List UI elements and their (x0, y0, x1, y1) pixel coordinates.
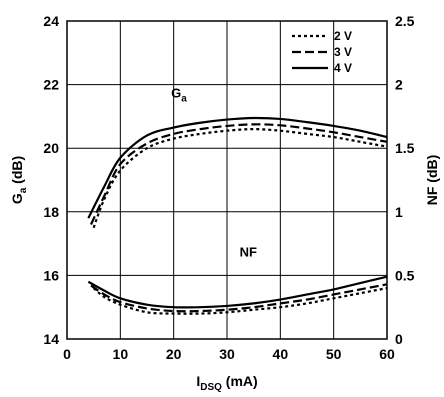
x-axis-label-unit: (mA) (222, 373, 258, 389)
series-line-nf-3v (90, 283, 388, 313)
x-axis-label-main: I (196, 373, 200, 389)
y-left-tick-label: 24 (43, 13, 59, 29)
y-left-tick-label: 16 (43, 267, 59, 283)
x-tick-label: 30 (219, 346, 235, 362)
y-right-tick-label: 0 (395, 331, 403, 347)
x-tick-label: 0 (63, 346, 71, 362)
y-right-tick-label: 1.5 (395, 140, 415, 156)
series-line-ga-2v (92, 128, 388, 229)
series-lines (87, 116, 388, 315)
series-line-ga-4v (87, 116, 388, 219)
x-tick-label: 40 (273, 346, 289, 362)
y-left-axis-label-sub: a (18, 187, 29, 193)
series-line-nf-2v (92, 287, 388, 315)
y-right-axis-ticks: 0 0.5 1 1.5 2 2.5 (395, 13, 415, 347)
x-tick-label: 20 (166, 346, 182, 362)
legend-label-2v: 2 V (334, 29, 352, 43)
curve-annotation-nf: NF (240, 244, 257, 259)
y-left-axis-ticks: 14 16 18 20 22 24 (43, 13, 59, 347)
y-left-tick-label: 18 (43, 204, 59, 220)
legend-label-4v: 4 V (334, 61, 352, 75)
y-right-tick-label: 2.5 (395, 13, 415, 29)
legend-label-3v: 3 V (334, 45, 352, 59)
y-left-axis-label: Ga (dB) (9, 156, 29, 204)
series-line-ga-3v (90, 123, 388, 225)
y-right-tick-label: 0.5 (395, 267, 415, 283)
y-left-tick-label: 22 (43, 77, 59, 93)
x-tick-label: 50 (326, 346, 342, 362)
series-line-nf-4v (87, 275, 388, 309)
x-axis-label: IDSQ (mA) (196, 373, 257, 393)
x-tick-label: 60 (379, 346, 395, 362)
grid-lines (67, 21, 387, 339)
x-tick-label: 10 (113, 346, 129, 362)
y-left-tick-label: 20 (43, 140, 59, 156)
curve-annotations: Ga NF (171, 85, 257, 259)
y-right-tick-label: 1 (395, 204, 403, 220)
y-right-axis-label: NF (dB) (424, 155, 440, 206)
y-left-tick-label: 14 (43, 331, 59, 347)
y-right-tick-label: 2 (395, 77, 403, 93)
y-left-axis-label-main: G (9, 193, 25, 204)
x-axis-ticks: 0 10 20 30 40 50 60 (63, 346, 395, 362)
y-left-axis-label-unit: (dB) (9, 156, 25, 188)
legend: 2 V 3 V 4 V (292, 29, 352, 75)
curve-annotation-ga: Ga (171, 85, 187, 104)
x-axis-label-sub: DSQ (200, 382, 222, 393)
plot-frame (66, 20, 388, 340)
